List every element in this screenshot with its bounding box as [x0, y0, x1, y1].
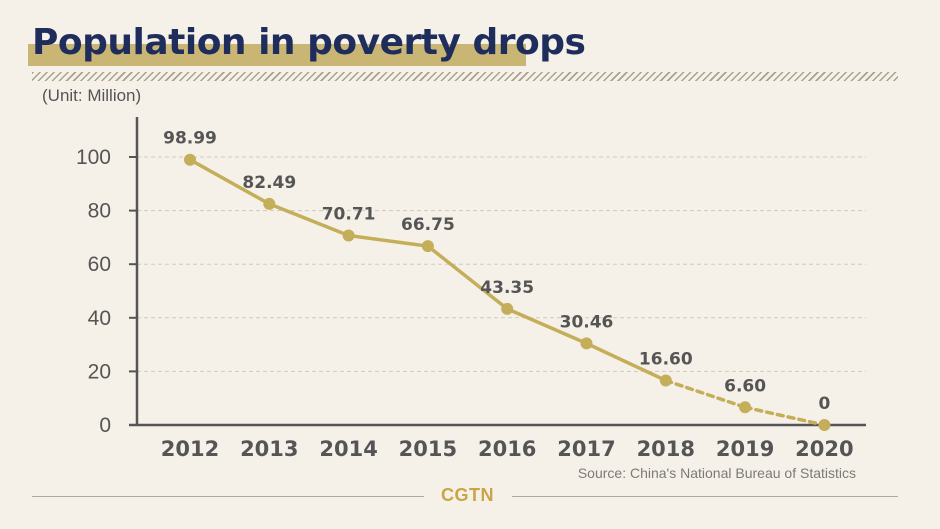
- x-tick-label: 2013: [240, 437, 298, 461]
- x-tick-label: 2012: [161, 437, 219, 461]
- cgtn-logo: CGTN: [441, 485, 494, 505]
- series-segment: [267, 202, 351, 238]
- data-label: 0: [818, 394, 830, 414]
- footer-divider-left: [32, 496, 424, 497]
- x-tick-label: 2016: [478, 437, 536, 461]
- series-segment: [505, 307, 589, 346]
- data-point: [739, 401, 752, 414]
- data-point: [421, 240, 434, 253]
- series-segment: [426, 244, 509, 311]
- series-segment: [346, 233, 430, 248]
- data-point: [184, 153, 196, 166]
- y-tick-label: 20: [88, 360, 111, 383]
- series-segment: [188, 157, 272, 206]
- y-tick-label: 40: [88, 307, 111, 330]
- page-title: Population in poverty drops: [32, 22, 586, 63]
- y-tick-label: 0: [99, 414, 111, 437]
- data-point: [580, 337, 593, 350]
- data-point: [659, 374, 672, 387]
- data-label: 66.75: [401, 215, 455, 235]
- series-segment-dashed: [664, 378, 747, 410]
- data-label: 16.60: [639, 350, 693, 370]
- hatched-divider: [32, 72, 898, 81]
- x-tick-label: 2018: [637, 437, 695, 461]
- x-tick-label: 2014: [319, 437, 377, 461]
- data-point: [818, 419, 831, 431]
- x-tick-label: 2019: [716, 437, 774, 461]
- source-note: Source: China's National Bureau of Stati…: [577, 465, 856, 481]
- data-label: 6.60: [724, 376, 766, 396]
- series-segment-dashed: [743, 405, 827, 427]
- data-label: 30.46: [560, 312, 614, 332]
- x-tick-label: 2015: [399, 437, 457, 461]
- data-label: 98.99: [163, 129, 217, 149]
- series-segment: [584, 341, 668, 383]
- unit-label: (Unit: Million): [42, 86, 142, 105]
- title-highlight-bar: [28, 44, 526, 66]
- y-tick-label: 60: [88, 253, 111, 276]
- data-label: 43.35: [480, 278, 534, 298]
- data-point: [501, 302, 514, 315]
- data-point: [342, 229, 355, 242]
- x-tick-label: 2020: [795, 437, 853, 461]
- data-label: 70.71: [322, 204, 376, 224]
- y-tick-label: 100: [76, 146, 111, 169]
- x-tick-label: 2017: [557, 437, 615, 461]
- data-label: 82.49: [242, 173, 296, 193]
- data-point: [263, 197, 276, 210]
- y-tick-label: 80: [88, 200, 111, 223]
- footer-divider-right: [512, 496, 898, 497]
